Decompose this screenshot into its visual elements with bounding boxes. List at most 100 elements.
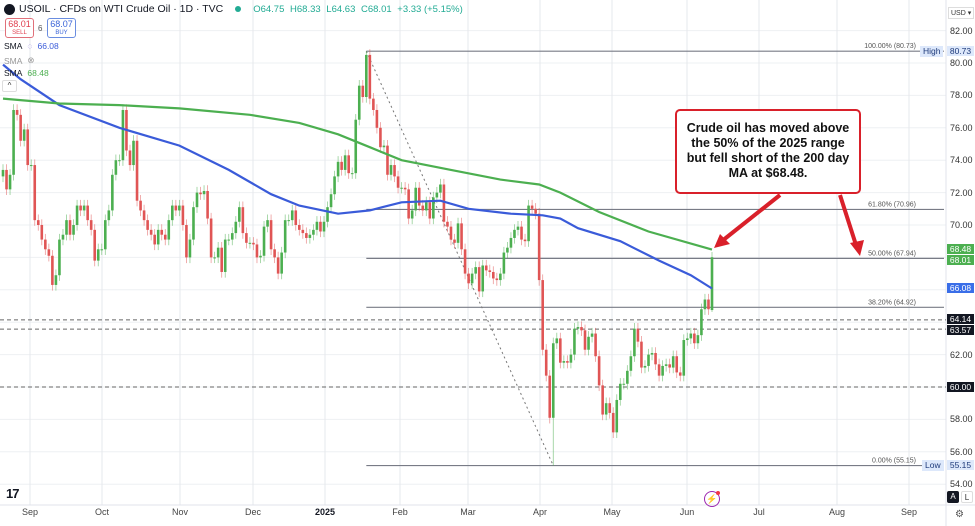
candle-body [47,249,51,256]
price-tick-label: 56.00 [950,446,973,457]
indicator-sma-100[interactable]: SMA ◌ 66.08 [4,41,59,51]
candle-body [241,207,245,234]
candle-body [375,109,379,128]
candle-body [22,129,26,141]
indicator-sma-200[interactable]: SMA 68.48 [4,68,49,78]
candle-body [527,205,530,242]
candle-body [693,333,696,344]
high-price-tag: 80.73 [947,46,974,56]
candle-body [5,169,8,190]
candle-body [121,109,125,161]
currency-dropdown[interactable]: USD ▾ [948,7,975,19]
auto-scale-button[interactable]: A [947,491,959,503]
candle-body [686,338,689,341]
candle-body [19,114,22,141]
tradingview-logo[interactable]: 17 [6,486,20,501]
candle-body [675,356,679,373]
candle-body [379,127,382,148]
candle-body [696,335,700,344]
candle-body [336,161,340,177]
symbol-legend[interactable]: USOIL · CFDs on WTI Crude Oil · 1D · TVC… [4,3,466,15]
candle-body [576,327,580,329]
candle-body [54,275,58,285]
fib-level-label: 100.00% (80.73) [864,43,916,50]
candle-body [562,361,566,363]
close-value: C68.01 [361,3,392,15]
candle-body [118,160,121,162]
sma-100-line [2,63,713,290]
candle-body [633,328,636,357]
candle-body [573,328,576,355]
candle-body [654,352,657,365]
time-label: Feb [392,507,408,517]
candle-body [65,220,68,235]
candle-body [636,328,640,342]
level-tag-64-14: 64.14 [947,314,974,324]
candle-body [322,221,326,232]
sell-button[interactable]: 68.01 SELL [5,18,34,38]
time-label: Oct [94,507,110,517]
candle-body [555,338,559,344]
collapse-legend-button[interactable]: ^ [2,80,17,92]
buy-price: 68.07 [50,19,73,29]
candle-body [319,221,322,232]
candle-body [252,242,255,245]
market-open-icon [235,6,242,12]
candle-body [223,239,227,272]
candle-body [262,226,266,256]
candle-body [209,218,213,258]
candle-body [678,372,682,376]
chevron-up-icon: ^ [7,81,12,90]
candle-body [410,210,414,219]
candle-body [103,220,107,250]
candle-body [597,356,601,386]
candle-body [424,202,428,211]
candle-body [470,273,474,284]
candle-body [530,205,534,209]
candle-body [664,364,668,366]
high-label: High [920,46,944,57]
candle-body [294,210,298,225]
candle-body [594,333,597,357]
candle-body [230,233,234,240]
candle-body [343,155,347,170]
level-tag-60: 60.00 [947,382,974,392]
annotation-callout[interactable]: Crude oil has moved above the 50% of the… [675,109,861,194]
candle-body [68,220,72,235]
price-tick-label: 54.00 [950,479,973,490]
indicator-label: SMA [4,41,23,51]
candle-body [82,205,86,211]
candle-body [523,239,527,242]
candle-body [114,160,118,175]
candle-body [615,399,619,433]
candle-body [86,205,89,221]
low-price-tag: 55.15 [947,460,974,470]
candle-body [75,205,79,225]
price-tick-label: 82.00 [950,25,973,36]
log-scale-button[interactable]: L [961,491,973,503]
candle-body [551,343,555,418]
buy-button[interactable]: 68.07 BUY [47,18,76,38]
candle-body [414,187,418,211]
candle-body [463,249,467,274]
lightning-events-icon[interactable]: ⚡ [704,491,720,507]
candle-body [368,54,372,99]
eye-hidden-icon[interactable]: ⊗ [27,55,35,65]
candle-body [326,207,329,222]
candle-body [51,255,54,285]
candle-body [499,273,502,281]
candle-body [474,267,477,274]
price-tick-label: 74.00 [950,155,973,166]
indicator-sma-hidden[interactable]: SMA ⊗ [4,55,35,66]
sell-price: 68.01 [8,19,31,29]
candle-body [139,200,142,211]
candle-body [220,247,223,272]
price-tick-label: 58.00 [950,414,973,425]
candle-body [382,145,386,148]
candle-body [238,207,241,222]
candle-body [301,229,305,234]
settings-gear-icon[interactable]: ⚙ [955,509,964,520]
candle-body [372,98,375,110]
candle-body [492,271,495,279]
